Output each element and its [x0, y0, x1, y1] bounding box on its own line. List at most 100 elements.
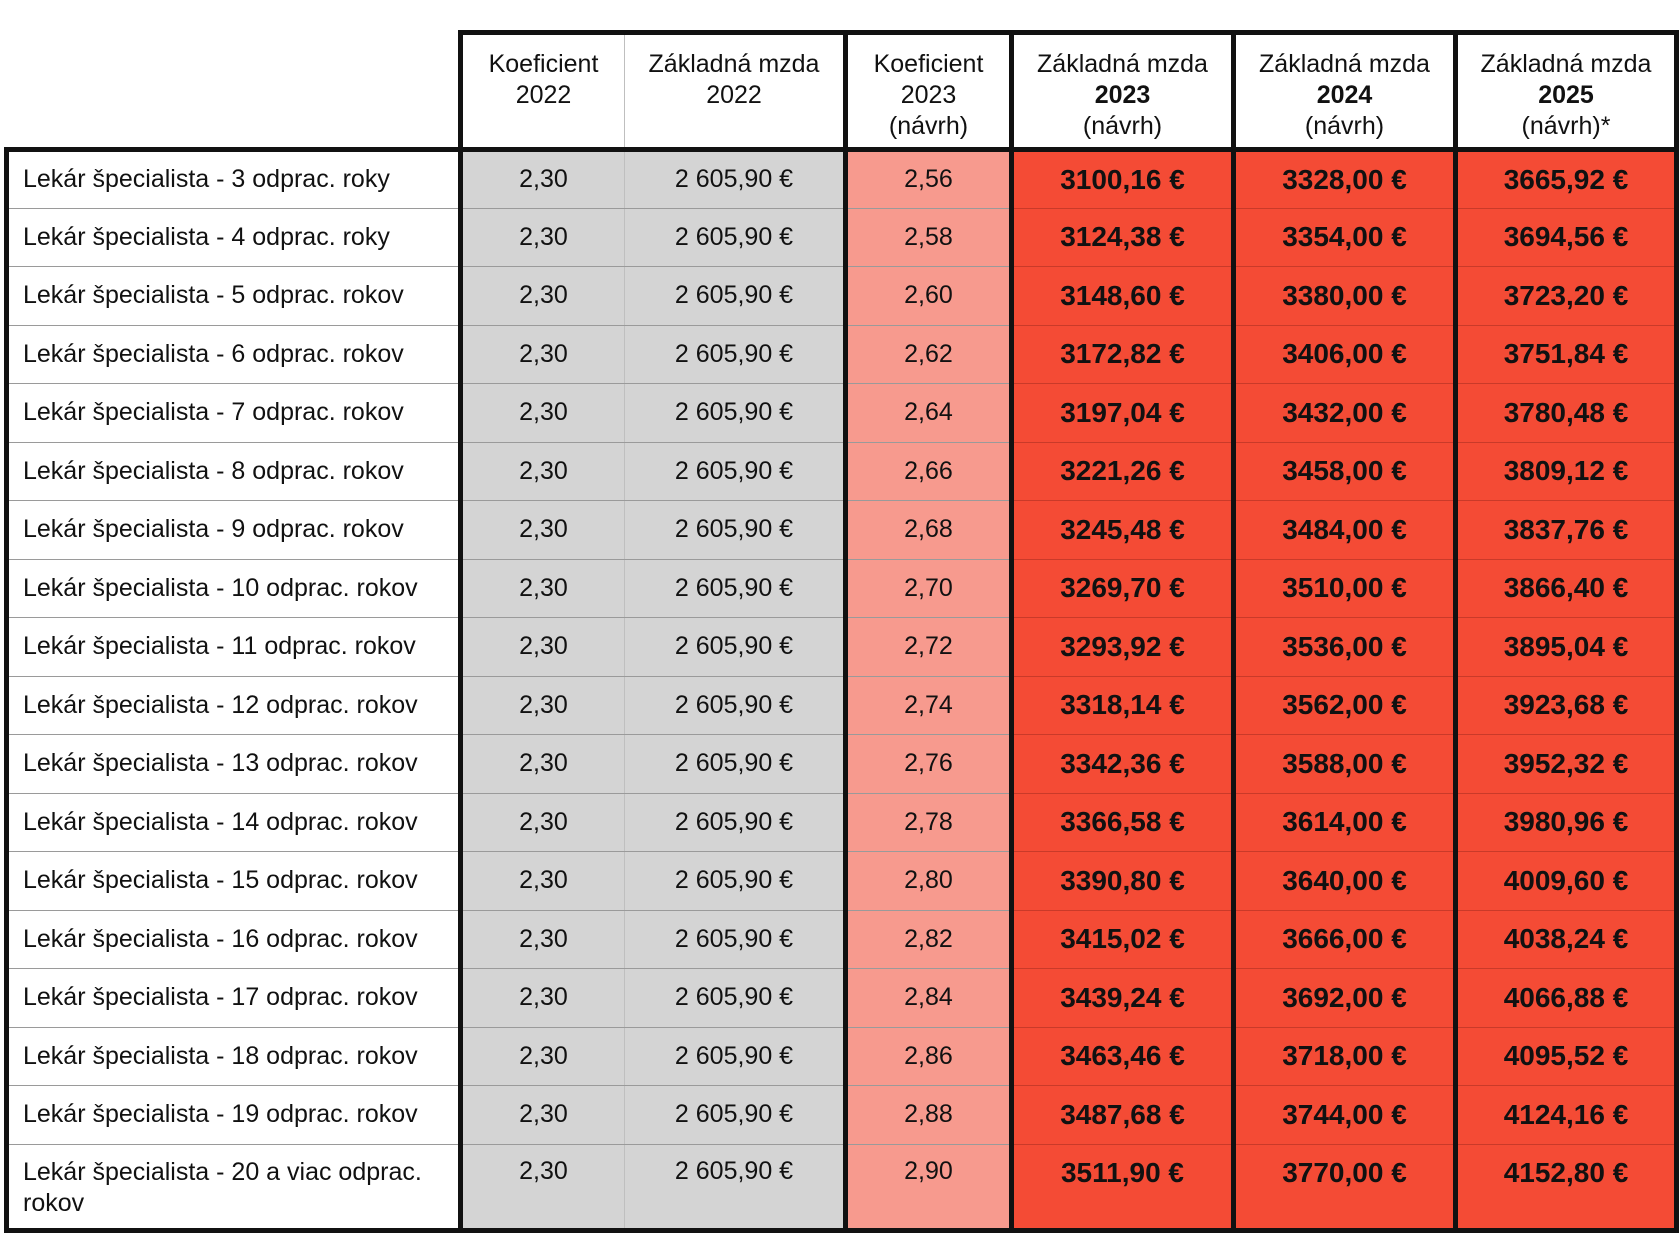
cell-mzda-2024: 3458,00 € — [1231, 441, 1456, 501]
cell-mzda-2023: 3269,70 € — [1009, 558, 1234, 618]
cell-mzda-2024: 3718,00 € — [1231, 1026, 1456, 1086]
salary-table: Koeficient 2022 Základná mzda 2022 Koefi… — [4, 30, 1679, 1233]
cell-mzda-2022: 2 605,90 € — [624, 383, 846, 443]
cell-mzda-2022: 2 605,90 € — [624, 675, 846, 735]
table-row: Lekár špecialista - 9 odprac. rokov 2,30 2… — [4, 500, 1679, 560]
cell-mzda-2022: 2 605,90 € — [624, 147, 846, 209]
cell-koeficient-2022: 2,30 — [458, 1026, 625, 1086]
row-label: Lekár špecialista - 10 odprac. rokov — [4, 558, 461, 618]
cell-koeficient-2022: 2,30 — [458, 617, 625, 677]
row-label: Lekár špecialista - 20 a viac odprac. ro… — [4, 1143, 461, 1233]
header-note: (návrh) — [1304, 112, 1385, 140]
cell-mzda-2022: 2 605,90 € — [624, 266, 846, 326]
cell-mzda-2025: 3923,68 € — [1453, 675, 1679, 735]
table-row: Lekár špecialista - 13 odprac. rokov 2,30… — [4, 734, 1679, 794]
row-label: Lekár špecialista - 3 odprac. roky — [4, 147, 461, 209]
cell-mzda-2022: 2 605,90 € — [624, 441, 846, 501]
table-row: Lekár špecialista - 16 odprac. rokov 2,30… — [4, 909, 1679, 969]
cell-mzda-2024: 3614,00 € — [1231, 792, 1456, 852]
row-label: Lekár špecialista - 4 odprac. roky — [4, 207, 461, 267]
cell-koeficient-2023: 2,58 — [843, 207, 1012, 267]
table-row: Lekár špecialista - 14 odprac. rokov 2,30… — [4, 792, 1679, 852]
cell-mzda-2023: 3511,90 € — [1009, 1143, 1234, 1233]
cell-koeficient-2023: 2,88 — [843, 1085, 1012, 1145]
cell-koeficient-2023: 2,66 — [843, 441, 1012, 501]
header-line: Základná mzda — [1480, 50, 1652, 78]
row-label: Lekár špecialista - 11 odprac. rokov — [4, 617, 461, 677]
cell-koeficient-2022: 2,30 — [458, 734, 625, 794]
cell-koeficient-2023: 2,62 — [843, 324, 1012, 384]
cell-mzda-2022: 2 605,90 € — [624, 207, 846, 267]
cell-koeficient-2023: 2,56 — [843, 147, 1012, 209]
cell-koeficient-2022: 2,30 — [458, 324, 625, 384]
cell-mzda-2023: 3463,46 € — [1009, 1026, 1234, 1086]
cell-mzda-2025: 3866,40 € — [1453, 558, 1679, 618]
cell-mzda-2024: 3770,00 € — [1231, 1143, 1456, 1233]
header-note: (návrh) — [888, 112, 969, 140]
cell-mzda-2023: 3124,38 € — [1009, 207, 1234, 267]
cell-mzda-2025: 4095,52 € — [1453, 1026, 1679, 1086]
cell-koeficient-2022: 2,30 — [458, 383, 625, 443]
cell-koeficient-2022: 2,30 — [458, 968, 625, 1028]
cell-mzda-2025: 3837,76 € — [1453, 500, 1679, 560]
header-koeficient-2022: Koeficient 2022 — [458, 30, 625, 152]
cell-mzda-2022: 2 605,90 € — [624, 968, 846, 1028]
cell-mzda-2024: 3328,00 € — [1231, 147, 1456, 209]
table-body: Lekár špecialista - 3 odprac. roky 2,30 2 … — [4, 147, 1679, 1233]
header-line: Základná mzda — [1259, 50, 1430, 78]
row-label: Lekár špecialista - 17 odprac. rokov — [4, 968, 461, 1028]
cell-koeficient-2022: 2,30 — [458, 266, 625, 326]
cell-mzda-2023: 3245,48 € — [1009, 500, 1234, 560]
cell-mzda-2025: 4009,60 € — [1453, 851, 1679, 911]
cell-koeficient-2023: 2,82 — [843, 909, 1012, 969]
row-label: Lekár špecialista - 16 odprac. rokov — [4, 909, 461, 969]
cell-koeficient-2023: 2,84 — [843, 968, 1012, 1028]
cell-mzda-2022: 2 605,90 € — [624, 1143, 846, 1233]
cell-mzda-2023: 3366,58 € — [1009, 792, 1234, 852]
cell-koeficient-2022: 2,30 — [458, 1143, 625, 1233]
cell-koeficient-2023: 2,70 — [843, 558, 1012, 618]
header-mzda-2024: Základná mzda 2024 (návrh) — [1231, 30, 1456, 152]
table-row: Lekár špecialista - 12 odprac. rokov 2,30… — [4, 675, 1679, 735]
cell-mzda-2024: 3432,00 € — [1231, 383, 1456, 443]
cell-mzda-2025: 4038,24 € — [1453, 909, 1679, 969]
cell-koeficient-2023: 2,90 — [843, 1143, 1012, 1233]
cell-mzda-2025: 3665,92 € — [1453, 147, 1679, 209]
cell-mzda-2024: 3510,00 € — [1231, 558, 1456, 618]
table-row: Lekár špecialista - 17 odprac. rokov 2,30… — [4, 968, 1679, 1028]
header-row: Koeficient 2022 Základná mzda 2022 Koefi… — [6, 30, 1679, 152]
cell-mzda-2025: 3895,04 € — [1453, 617, 1679, 677]
header-year: 2023 — [900, 81, 957, 109]
cell-mzda-2025: 3694,56 € — [1453, 207, 1679, 267]
header-line: Základná mzda — [648, 50, 820, 78]
cell-mzda-2025: 4124,16 € — [1453, 1085, 1679, 1145]
table-row: Lekár špecialista - 8 odprac. rokov 2,30 2… — [4, 441, 1679, 501]
cell-mzda-2025: 3751,84 € — [1453, 324, 1679, 384]
cell-mzda-2025: 3809,12 € — [1453, 441, 1679, 501]
cell-mzda-2025: 4152,80 € — [1453, 1143, 1679, 1233]
row-label: Lekár špecialista - 5 odprac. rokov — [4, 266, 461, 326]
cell-koeficient-2022: 2,30 — [458, 441, 625, 501]
cell-mzda-2025: 4066,88 € — [1453, 968, 1679, 1028]
cell-mzda-2022: 2 605,90 € — [624, 792, 846, 852]
header-mzda-2022: Základná mzda 2022 — [624, 30, 846, 152]
cell-koeficient-2022: 2,30 — [458, 792, 625, 852]
cell-mzda-2022: 2 605,90 € — [624, 500, 846, 560]
header-year: 2022 — [515, 81, 572, 109]
cell-mzda-2022: 2 605,90 € — [624, 851, 846, 911]
row-label: Lekár špecialista - 7 odprac. rokov — [4, 383, 461, 443]
cell-mzda-2024: 3406,00 € — [1231, 324, 1456, 384]
row-label: Lekár špecialista - 6 odprac. rokov — [4, 324, 461, 384]
cell-mzda-2024: 3640,00 € — [1231, 851, 1456, 911]
cell-mzda-2023: 3415,02 € — [1009, 909, 1234, 969]
table-row: Lekár špecialista - 11 odprac. rokov 2,30… — [4, 617, 1679, 677]
header-line: Základná mzda — [1037, 50, 1208, 78]
cell-mzda-2023: 3197,04 € — [1009, 383, 1234, 443]
cell-koeficient-2023: 2,72 — [843, 617, 1012, 677]
cell-koeficient-2022: 2,30 — [458, 851, 625, 911]
table-row: Lekár špecialista - 6 odprac. rokov 2,30 2… — [4, 324, 1679, 384]
cell-mzda-2023: 3342,36 € — [1009, 734, 1234, 794]
row-label: Lekár špecialista - 9 odprac. rokov — [4, 500, 461, 560]
cell-koeficient-2022: 2,30 — [458, 207, 625, 267]
cell-koeficient-2023: 2,64 — [843, 383, 1012, 443]
